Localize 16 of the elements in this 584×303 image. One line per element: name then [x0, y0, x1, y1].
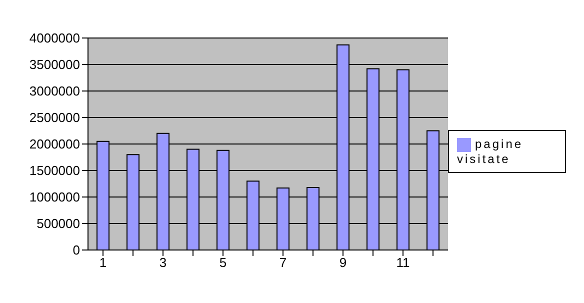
x-tick-label: 7 [279, 255, 287, 270]
y-tick-label: 1500000 [29, 163, 80, 178]
x-tick-label: 11 [396, 255, 410, 270]
x-tick-label: 3 [159, 255, 167, 270]
y-tick-label: 1000000 [29, 190, 80, 205]
y-tick-label: 3000000 [29, 84, 80, 99]
y-tick-label: 3500000 [29, 57, 80, 72]
y-tick-label: 0 [72, 242, 80, 258]
y-tick-label: 2500000 [29, 110, 80, 126]
legend-label: pagine visitate [457, 137, 524, 166]
y-tick-label: 2000000 [29, 136, 80, 152]
y-tick-label: 4000000 [29, 30, 80, 46]
x-tick-label: 9 [339, 255, 347, 270]
x-tick-label: 5 [219, 255, 227, 270]
x-tick-label: 1 [99, 255, 107, 270]
y-tick-label: 500000 [36, 216, 80, 232]
